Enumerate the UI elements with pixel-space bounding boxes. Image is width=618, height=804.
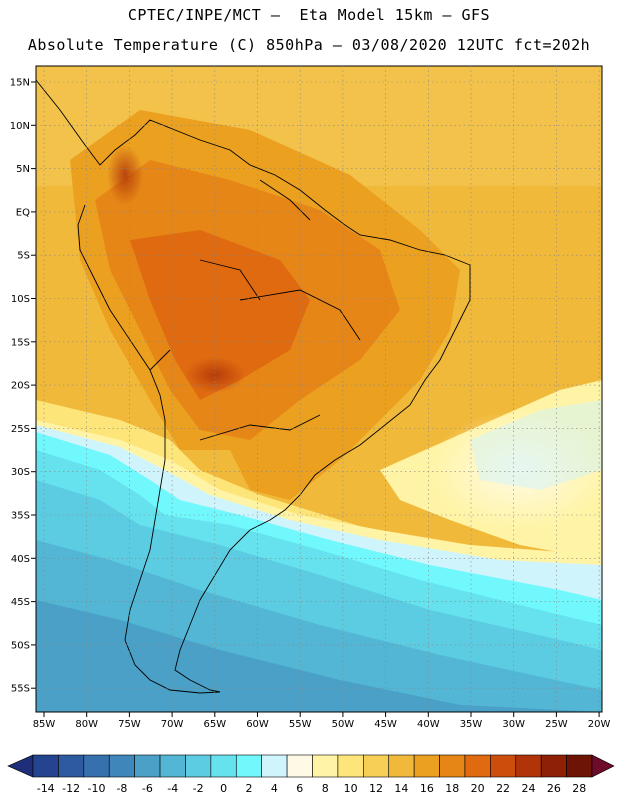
lon-label: 60W [246, 719, 269, 730]
colorbar-label: 28 [572, 782, 586, 795]
colorbar-label: -12 [62, 782, 80, 795]
colorbar-swatch [337, 754, 364, 778]
colorbar-low-arrow [7, 754, 34, 778]
map-title-line-1: CPTEC/INPE/MCT – Eta Model 15km – GFS [127, 6, 491, 24]
lat-label: 15N [10, 78, 30, 89]
temperature-field [36, 66, 602, 712]
colorbar-swatch [108, 754, 135, 778]
colorbar-label: 26 [547, 782, 561, 795]
colorbar-label: -10 [88, 782, 106, 795]
colorbar-swatch [159, 754, 186, 778]
lon-label: 50W [332, 719, 355, 730]
lon-label: 85W [33, 719, 56, 730]
colorbar-label: 8 [322, 782, 329, 795]
lat-label: 15S [11, 337, 30, 348]
lat-label: 50S [11, 640, 30, 651]
colorbar-label: 14 [394, 782, 408, 795]
lon-label: 70W [161, 719, 184, 730]
colorbar-label: 16 [420, 782, 434, 795]
lat-label: EQ [16, 207, 30, 218]
colorbar-swatch [58, 754, 85, 778]
map-title-line-2: Absolute Temperature (C) 850hPa – 03/08/… [27, 36, 591, 54]
lat-label: 10N [10, 121, 30, 132]
colorbar-swatch [540, 754, 567, 778]
lon-label: 75W [118, 719, 141, 730]
colorbar-label: 6 [296, 782, 303, 795]
colorbar-swatch [235, 754, 262, 778]
lon-label: 20W [588, 719, 611, 730]
lon-label: 35W [460, 719, 483, 730]
colorbar-label: 2 [245, 782, 252, 795]
coastline [36, 79, 471, 694]
colorbar-label: -14 [37, 782, 55, 795]
lat-label: 5N [16, 164, 30, 175]
lat-label: 55S [11, 684, 30, 695]
colorbar-label: -4 [167, 782, 178, 795]
colorbar-swatch [363, 754, 390, 778]
colorbar-label: -6 [142, 782, 153, 795]
colorbar-label: 0 [220, 782, 227, 795]
colorbar-label: 24 [521, 782, 535, 795]
colorbar-swatch [388, 754, 415, 778]
longitude-labels: 85W 80W 75W 70W 65W 60W 55W 50W 45W 40W 35W 30W 25W 2… [33, 719, 611, 730]
lon-label: 45W [374, 719, 397, 730]
lat-label: 45S [11, 597, 30, 608]
colorbar-label: 12 [369, 782, 383, 795]
lon-label: 55W [289, 719, 312, 730]
colorbar-swatch [515, 754, 542, 778]
lat-label: 10S [11, 294, 30, 305]
lon-label: 30W [502, 719, 525, 730]
colorbar-label: 20 [471, 782, 485, 795]
colorbar-label: 10 [344, 782, 358, 795]
lat-label: 40S [11, 554, 30, 565]
colorbar-swatch [490, 754, 517, 778]
lon-label: 65W [203, 719, 226, 730]
colorbar-label: 18 [445, 782, 459, 795]
colorbar-swatch [464, 754, 491, 778]
colorbar-swatch [439, 754, 466, 778]
colorbar-swatch [210, 754, 237, 778]
colorbar: -14 -12 -10 -8 -6 -4 -2 0 2 4 6 8 10 12 14 16 18 20 22 24 26… [7, 754, 615, 795]
colorbar-label: -8 [116, 782, 127, 795]
colorbar-label: 4 [271, 782, 278, 795]
graticule [31, 66, 602, 717]
colorbar-high-arrow [591, 754, 615, 778]
colorbar-swatch [185, 754, 212, 778]
colorbar-swatch [261, 754, 288, 778]
colorbar-swatch [134, 754, 161, 778]
lat-label: 35S [11, 511, 30, 522]
lat-label: 30S [11, 467, 30, 478]
colorbar-swatch [312, 754, 339, 778]
colorbar-swatch [83, 754, 110, 778]
colorbar-label: 22 [496, 782, 510, 795]
latitude-labels: 15N 10N 5N EQ 5S 10S 15S 20S 25S 30S 35S 40S 45S 50S 5… [10, 78, 30, 695]
lon-label: 25W [545, 719, 568, 730]
plot-frame [35, 65, 603, 713]
lat-label: 20S [11, 381, 30, 392]
colorbar-swatch [566, 754, 593, 778]
colorbar-swatch [32, 754, 59, 778]
colorbar-swatch [286, 754, 313, 778]
colorbar-label: -2 [193, 782, 204, 795]
colorbar-swatch [413, 754, 440, 778]
lat-label: 5S [17, 251, 30, 262]
lon-label: 80W [75, 719, 98, 730]
lon-label: 40W [417, 719, 440, 730]
lat-label: 25S [11, 424, 30, 435]
